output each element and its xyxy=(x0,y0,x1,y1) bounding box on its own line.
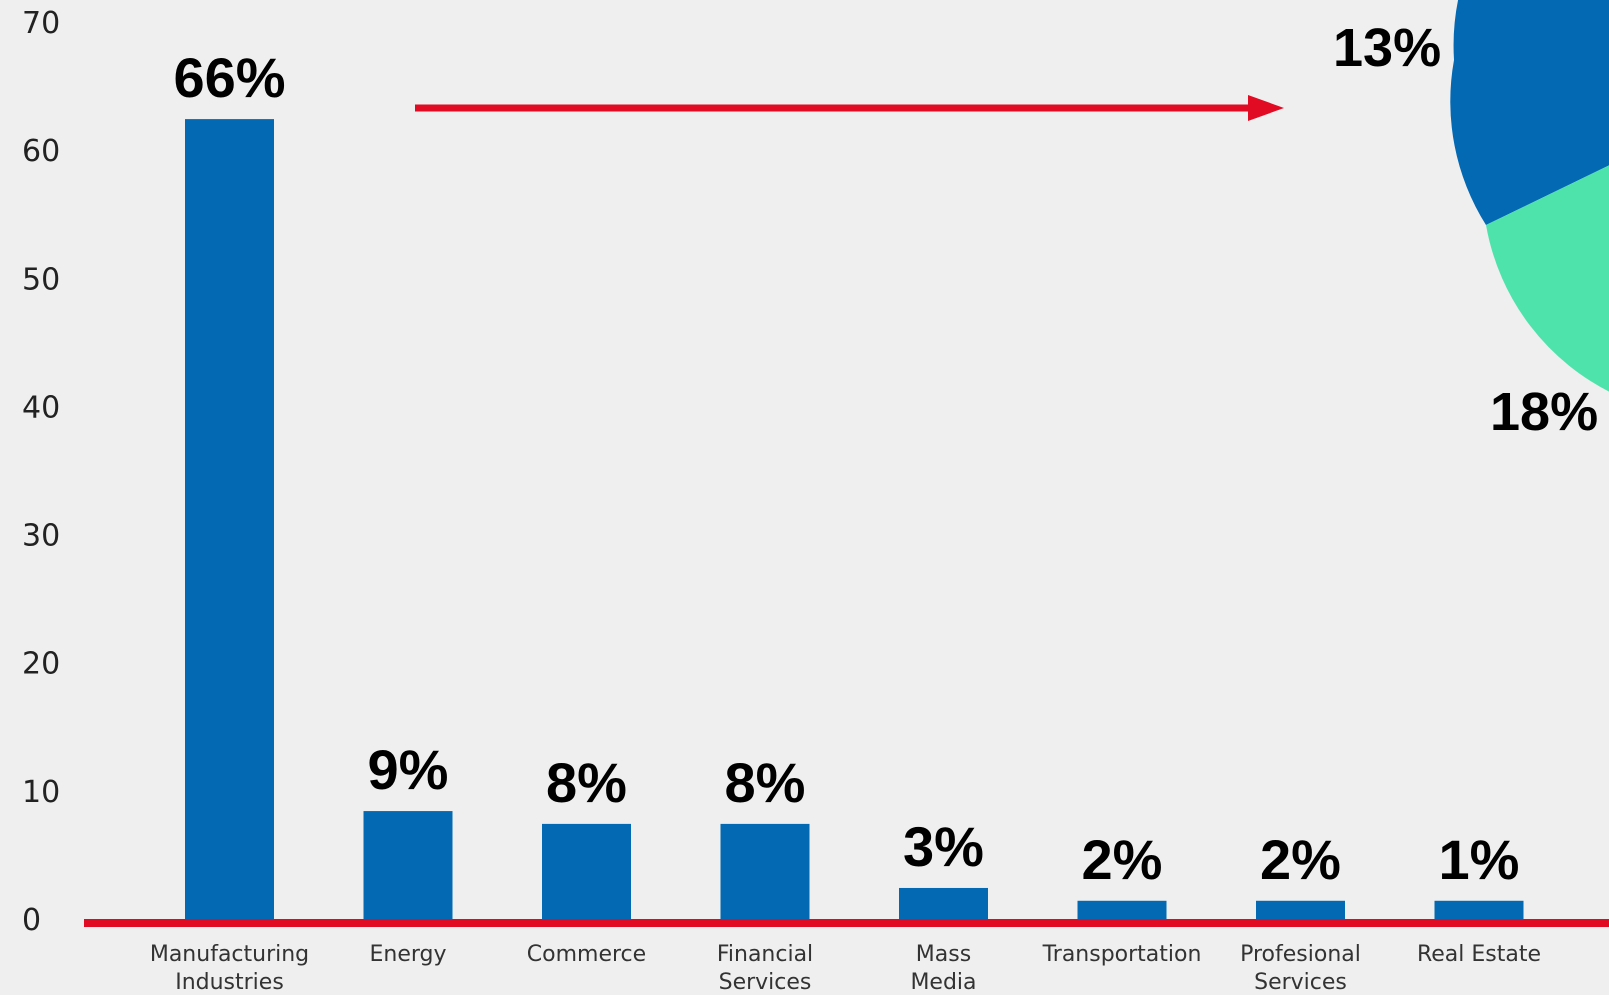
category-label: Transportation xyxy=(1042,942,1202,967)
bar-data-label: 66% xyxy=(173,46,285,109)
pie-label-18: 18% xyxy=(1490,382,1598,442)
bar xyxy=(363,811,453,920)
category-label: Manufacturing Industries xyxy=(150,942,309,995)
y-tick-label: 10 xyxy=(22,775,60,810)
bar-data-label: 8% xyxy=(546,751,627,814)
bar-data-label: 9% xyxy=(368,738,449,801)
partial-pie-chart: 13% 18% xyxy=(1333,0,1609,442)
category-labels: Manufacturing Industries Energy Commerce Fin… xyxy=(150,942,1541,995)
bar-data-label: 2% xyxy=(1260,828,1341,891)
bar xyxy=(185,119,274,921)
y-tick-label: 30 xyxy=(22,519,60,554)
red-arrow xyxy=(415,95,1284,121)
category-label: Mass Media xyxy=(910,942,976,995)
bar-data-label: 2% xyxy=(1082,828,1163,891)
y-tick-label: 70 xyxy=(22,6,60,41)
bar xyxy=(899,887,988,920)
category-label: Financial Services xyxy=(717,942,813,995)
pie-slice-blue xyxy=(1450,0,1609,225)
bar xyxy=(1256,900,1345,920)
y-tick-label: 40 xyxy=(22,390,60,425)
y-tick-label: 0 xyxy=(22,903,41,938)
category-label: Energy xyxy=(369,942,446,967)
data-labels: 66% 9% 8% 8% 3% 2% 2% 1% xyxy=(173,46,1519,891)
category-label: Profesional Services xyxy=(1240,942,1361,995)
category-label: Commerce xyxy=(527,942,646,967)
arrow-head xyxy=(1248,95,1284,121)
bar xyxy=(542,823,631,920)
category-label: Real Estate xyxy=(1417,942,1541,967)
bar xyxy=(1434,900,1524,920)
y-tick-label: 50 xyxy=(22,262,60,297)
bar-data-label: 8% xyxy=(725,751,806,814)
bar xyxy=(720,823,810,920)
bars xyxy=(185,119,1524,921)
bar xyxy=(1077,900,1167,920)
bar-data-label: 3% xyxy=(903,815,984,878)
y-axis-ticks: 0 10 20 30 40 50 60 70 xyxy=(22,6,60,938)
pie-slice-green xyxy=(1486,165,1609,392)
pie-label-13: 13% xyxy=(1333,18,1441,78)
y-tick-label: 60 xyxy=(22,134,60,169)
y-tick-label: 20 xyxy=(22,647,60,682)
bar-data-label: 1% xyxy=(1439,828,1520,891)
